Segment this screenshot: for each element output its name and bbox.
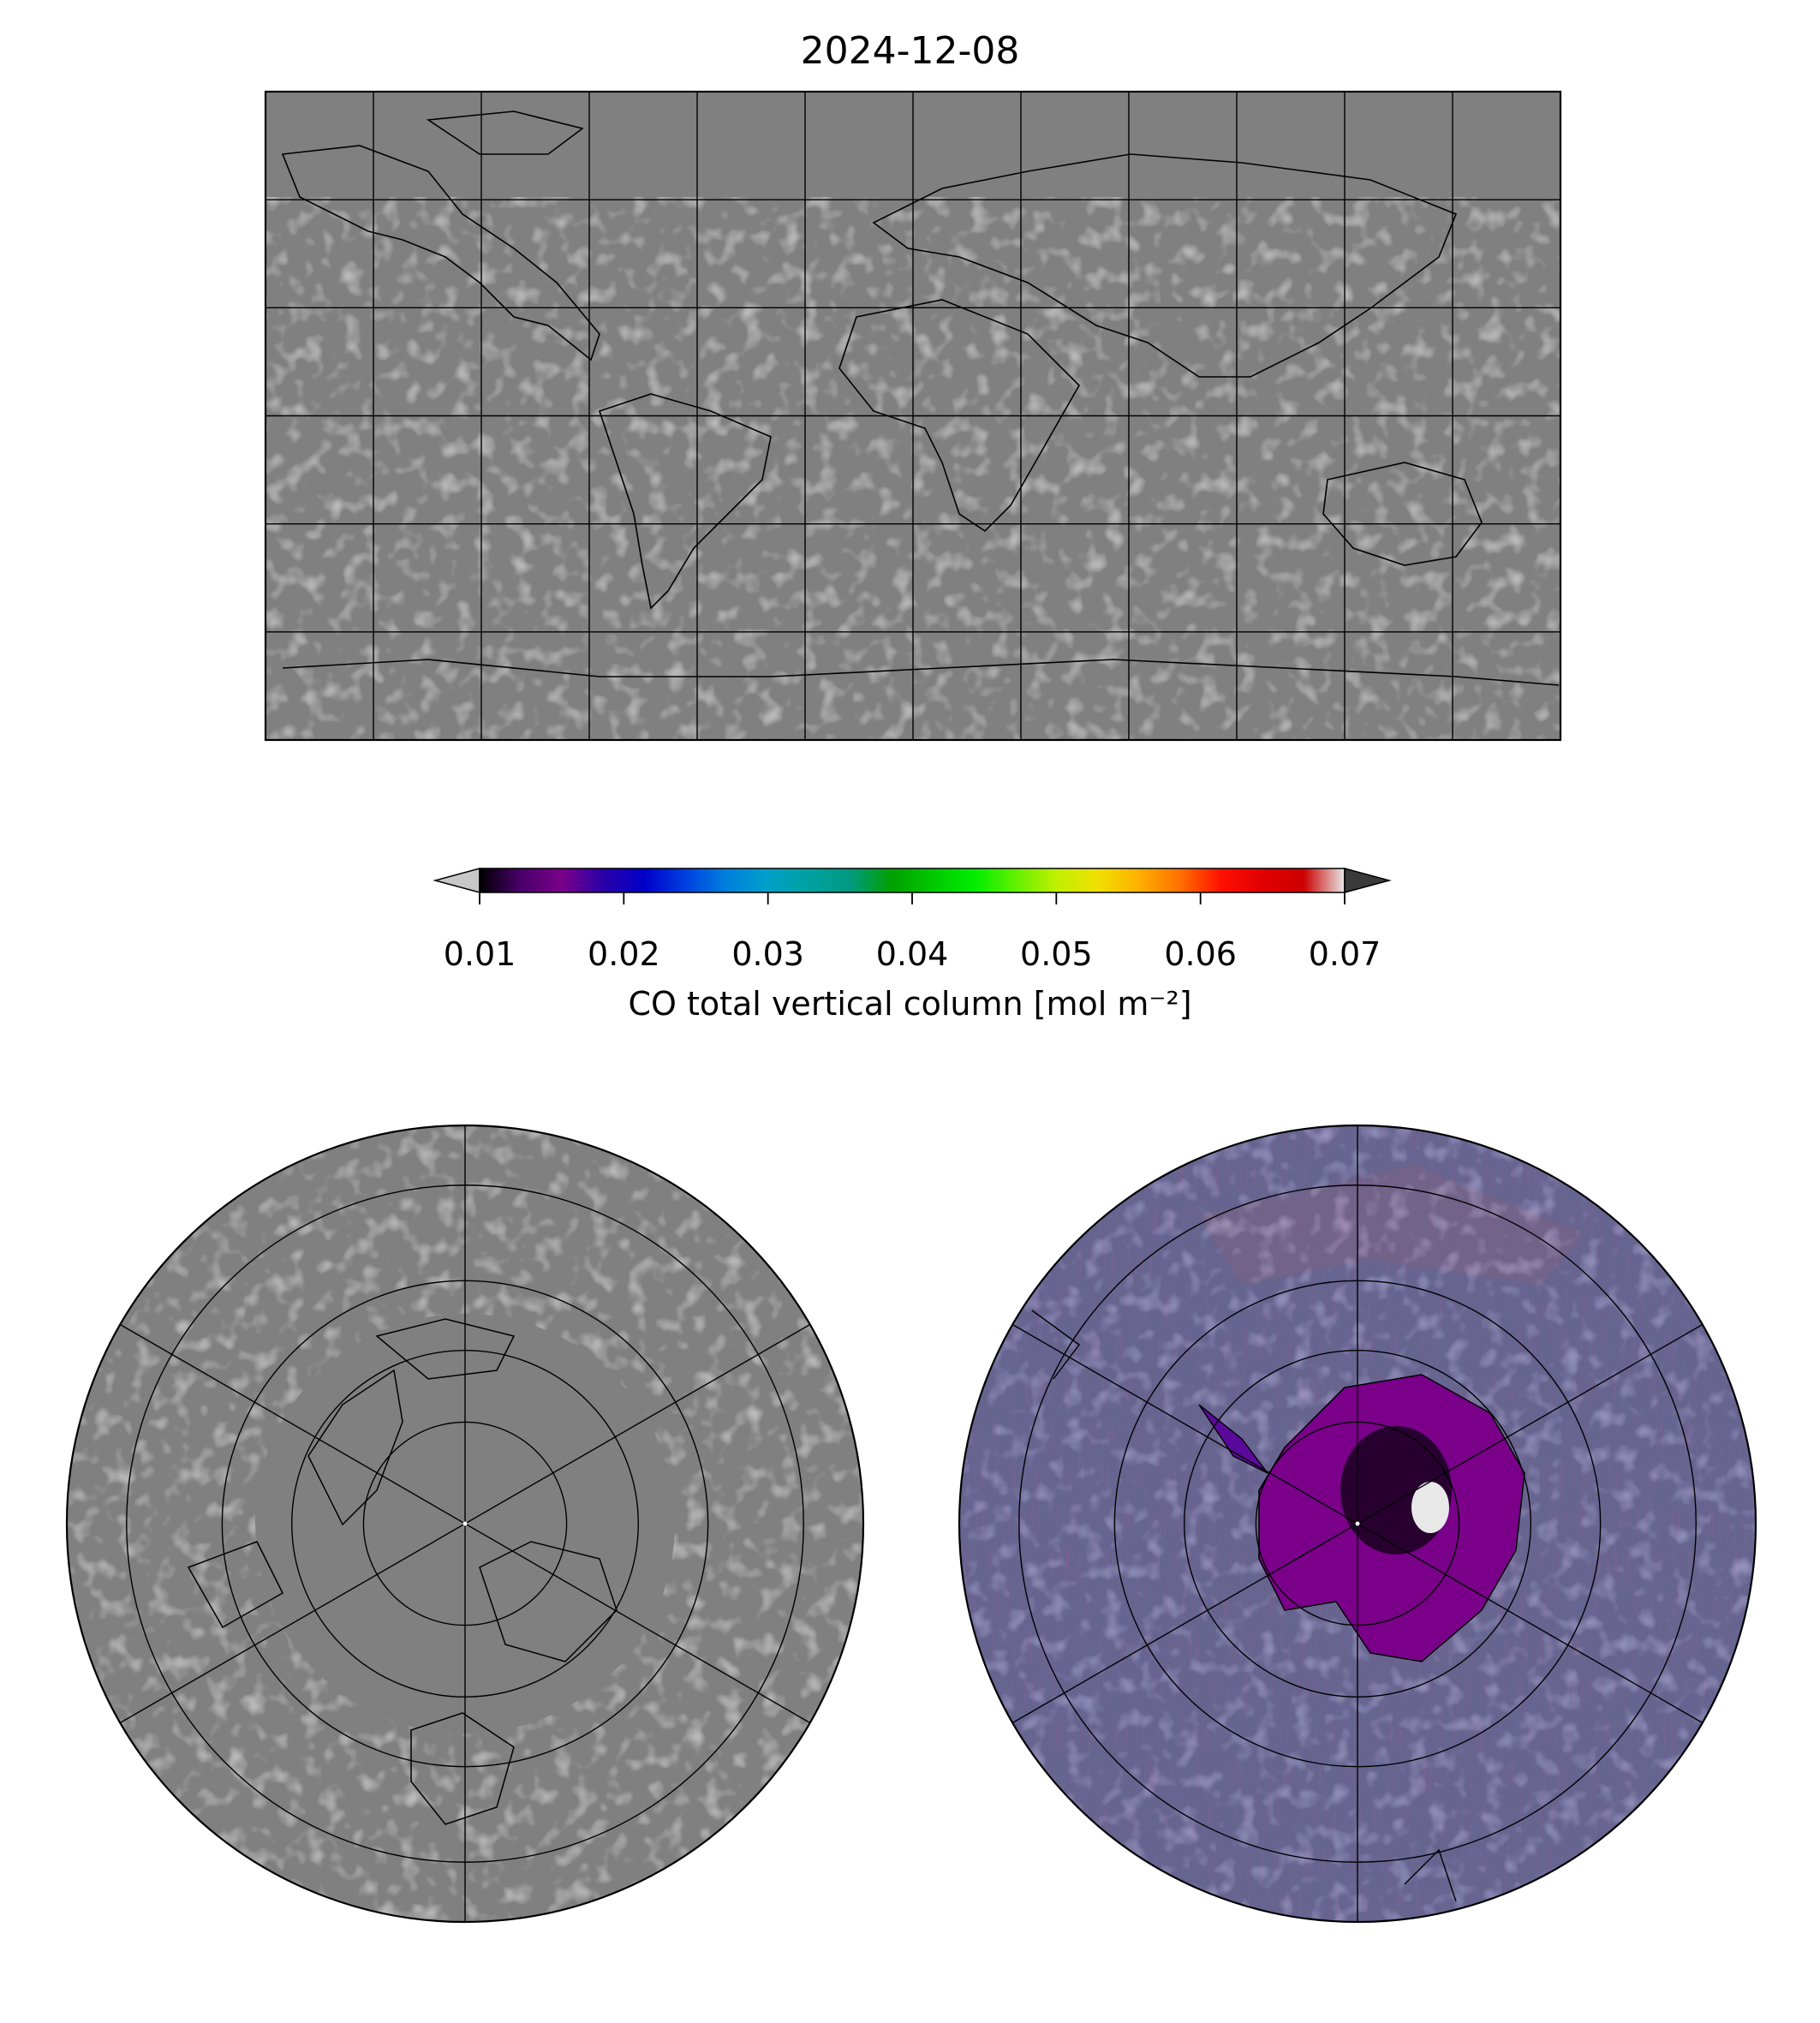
colorbar-label: CO total vertical column [mol m⁻²] <box>628 985 1192 1023</box>
colorbar-tick-marks <box>479 892 1346 904</box>
colorbar-over-arrow <box>1344 868 1392 893</box>
south-map-frame <box>958 1124 1757 1924</box>
coast-siberia <box>479 1541 618 1662</box>
coast-greenland <box>426 110 584 155</box>
coast-arctic-canada <box>375 1318 516 1380</box>
coast-hudson <box>187 1541 283 1629</box>
coast-scandinavia <box>410 1712 515 1825</box>
colorbar-tick-label: 0.04 <box>875 935 949 973</box>
colorbar-tick-label: 0.02 <box>588 935 660 973</box>
global-gridlines <box>266 92 1560 740</box>
coast-australia <box>1322 462 1483 566</box>
coast-south-america <box>598 393 772 610</box>
colorbar-tick-label: 0.01 <box>443 935 516 973</box>
coast-greenland-n <box>307 1369 403 1526</box>
colorbar <box>433 868 1392 904</box>
antarctica-high-values <box>1411 1482 1449 1533</box>
colorbar-under-arrow <box>433 868 480 893</box>
coast-africa <box>838 299 1080 533</box>
global-map <box>264 90 1562 742</box>
south-polar-map <box>958 1124 1757 1924</box>
colorbar-tick-label: 0.03 <box>731 935 804 973</box>
south-pole-marker <box>1355 1521 1360 1526</box>
north-coastlines <box>187 1318 618 1825</box>
north-pole-marker <box>462 1521 468 1526</box>
north-polar-map <box>65 1124 865 1924</box>
colorbar-tick-label: 0.07 <box>1308 935 1381 973</box>
colorbar-tick-label: 0.05 <box>1020 935 1093 973</box>
north-map-frame <box>65 1124 865 1924</box>
global-map-frame <box>264 90 1562 742</box>
coast-new-zealand <box>1404 1848 1457 1902</box>
figure-title: 2024-12-08 <box>800 29 1020 73</box>
colorbar-gradient-bar <box>480 868 1345 892</box>
coast-south-america-tip <box>1031 1310 1080 1380</box>
antarctic-peninsula <box>1198 1404 1268 1474</box>
colorbar-tick-label: 0.06 <box>1164 935 1237 973</box>
coast-antarctica <box>282 659 1560 686</box>
